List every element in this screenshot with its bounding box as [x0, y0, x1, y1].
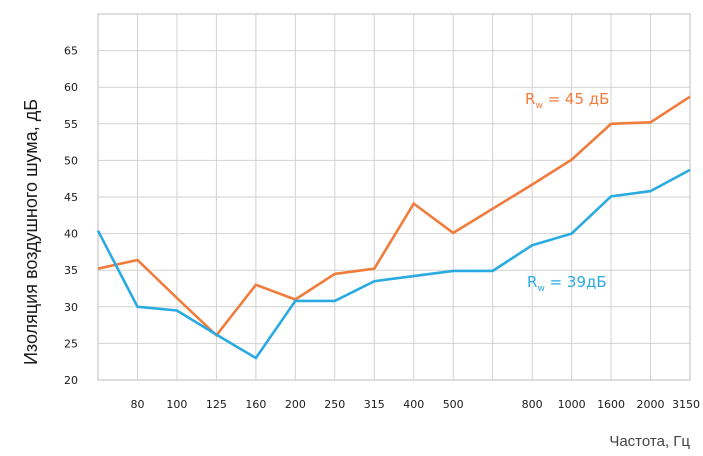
series-line-blue [96, 168, 691, 360]
annotation-rw-blue: Rw = 39дБ [527, 273, 607, 294]
annotation-rw-orange-r: R [525, 90, 535, 108]
chart-series [96, 95, 691, 360]
x-axis-label: Частота, Гц [609, 433, 690, 450]
y-axis-label: Изоляция воздушного шума, дБ [21, 99, 41, 365]
y-tick-label: 45 [64, 191, 78, 204]
y-tick-label: 30 [64, 301, 78, 314]
y-tick-label: 40 [64, 228, 78, 241]
x-tick-label: 1000 [558, 398, 586, 411]
x-tick-label: 3150 [672, 398, 700, 411]
x-tick-label: 160 [245, 398, 266, 411]
annotation-rw-orange: Rw = 45 дБ [525, 90, 609, 111]
x-tick-label: 500 [443, 398, 464, 411]
x-tick-label: 315 [364, 398, 385, 411]
y-axis-ticks: 20 25 30 35 40 45 50 55 60 65 [64, 45, 78, 387]
chart-grid [97, 13, 691, 381]
x-tick-label: 1600 [597, 398, 625, 411]
annotation-rw-blue-r: R [527, 273, 537, 291]
y-tick-label: 50 [64, 154, 78, 167]
y-tick-label: 25 [64, 337, 78, 350]
y-tick-label: 65 [64, 45, 78, 58]
x-axis-ticks: 80 100 125 160 200 250 315 400 500 800 1000 1600 200… [130, 398, 700, 411]
annotation-rw-orange-sub: w [535, 101, 542, 111]
y-tick-label: 60 [64, 81, 78, 94]
x-tick-label: 800 [522, 398, 543, 411]
x-tick-label: 80 [130, 398, 144, 411]
x-tick-label: 100 [166, 398, 187, 411]
x-tick-label: 125 [206, 398, 227, 411]
annotation-rw-orange-value: = 45 дБ [543, 90, 610, 108]
x-tick-label: 2000 [637, 398, 665, 411]
y-tick-label: 35 [64, 264, 78, 277]
y-tick-label: 55 [64, 118, 78, 131]
x-tick-label: 250 [324, 398, 345, 411]
y-tick-label: 20 [64, 374, 78, 387]
x-tick-label: 400 [403, 398, 424, 411]
annotation-rw-blue-value: = 39дБ [545, 273, 607, 291]
series-line-orange [97, 95, 691, 338]
x-tick-label: 200 [285, 398, 306, 411]
annotation-rw-blue-sub: w [537, 284, 544, 294]
